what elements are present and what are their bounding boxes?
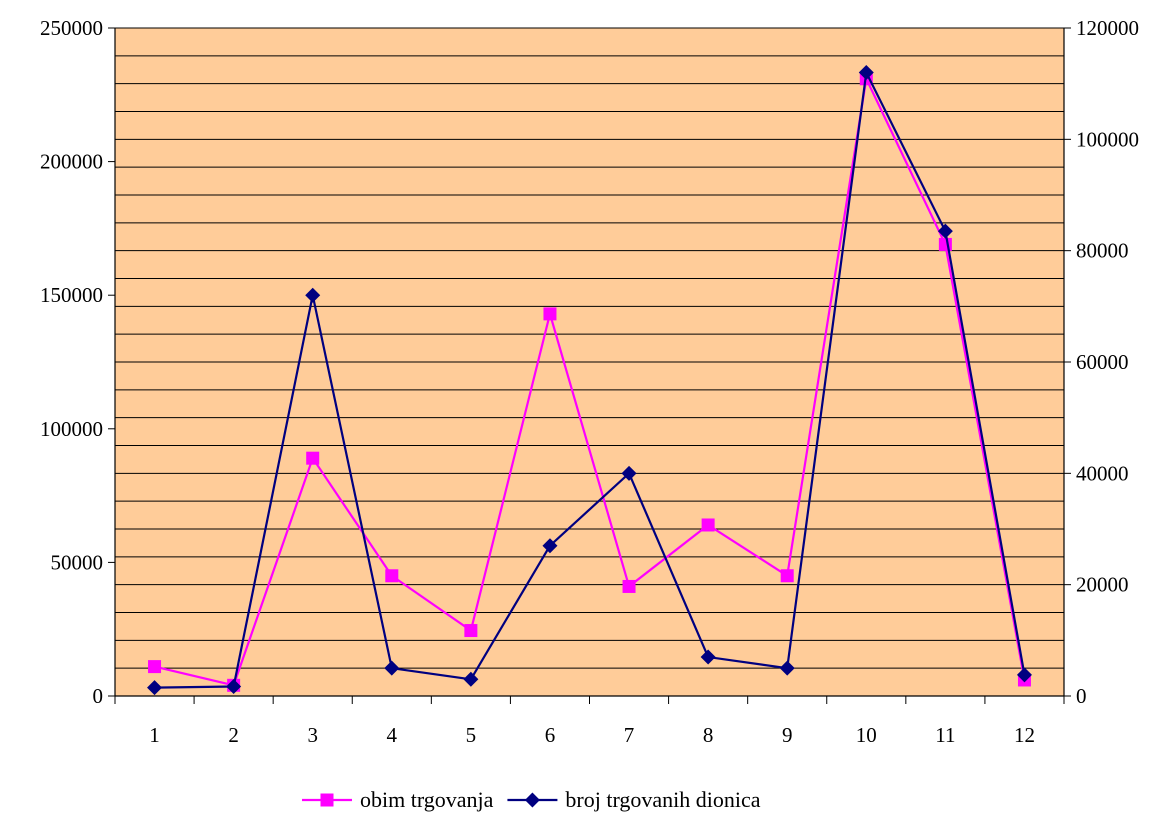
data-point xyxy=(622,579,636,593)
left-tick-label: 150000 xyxy=(40,283,103,307)
x-tick-label: 4 xyxy=(387,723,398,747)
data-point xyxy=(937,223,953,239)
series-line xyxy=(154,75,1026,687)
data-point xyxy=(464,624,478,638)
x-axis-ticks: 1 2 3 4 5 6 7 8 9 10 11 12 xyxy=(114,696,1065,747)
data-point xyxy=(779,660,795,676)
x-tick-label: 6 xyxy=(545,723,556,747)
series-2 xyxy=(147,65,1032,696)
legend-item-2: broj trgovanih dionica xyxy=(507,787,761,812)
data-point xyxy=(463,671,479,687)
data-point xyxy=(858,65,874,81)
right-tick-label: 40000 xyxy=(1076,461,1129,485)
x-tick-label: 5 xyxy=(466,723,477,747)
legend: obim trgovanja broj trgovanih dionica xyxy=(302,787,761,812)
right-tick-label: 100000 xyxy=(1076,127,1139,151)
x-tick-label: 1 xyxy=(149,723,160,747)
right-tick-label: 120000 xyxy=(1076,16,1139,40)
x-tick-label: 2 xyxy=(228,723,239,747)
legend-marker xyxy=(524,792,540,808)
x-tick-label: 10 xyxy=(856,723,877,747)
right-tick-label: 80000 xyxy=(1076,239,1129,263)
series-layer xyxy=(147,65,1032,696)
data-point xyxy=(542,538,558,554)
data-point xyxy=(543,307,557,321)
x-tick-label: 3 xyxy=(307,723,318,747)
left-axis-ticks: 0 50000 100000 150000 200000 250000 xyxy=(40,16,115,708)
left-tick-label: 100000 xyxy=(40,417,103,441)
left-tick-label: 200000 xyxy=(40,150,103,174)
left-tick-label: 0 xyxy=(93,684,104,708)
x-tick-label: 9 xyxy=(782,723,793,747)
right-axis-ticks: 0 20000 40000 60000 80000 100000 120000 xyxy=(1064,16,1139,708)
left-tick-label: 250000 xyxy=(40,16,103,40)
legend-label: broj trgovanih dionica xyxy=(565,787,760,812)
gridlines xyxy=(115,55,1064,669)
x-tick-label: 12 xyxy=(1014,723,1035,747)
data-point xyxy=(305,287,321,303)
data-point xyxy=(1016,667,1032,683)
data-point xyxy=(226,679,242,695)
legend-item-1: obim trgovanja xyxy=(302,787,494,812)
right-tick-label: 60000 xyxy=(1076,350,1129,374)
data-point xyxy=(385,569,399,583)
x-tick-label: 7 xyxy=(624,723,635,747)
data-point xyxy=(621,465,637,481)
series-line xyxy=(154,68,1026,689)
x-tick-label: 11 xyxy=(935,723,955,747)
data-point xyxy=(938,237,952,251)
right-tick-label: 20000 xyxy=(1076,573,1129,597)
data-point xyxy=(306,451,320,465)
data-point xyxy=(701,518,715,532)
legend-label: obim trgovanja xyxy=(360,787,494,812)
x-tick-label: 8 xyxy=(703,723,714,747)
data-point xyxy=(148,660,162,674)
legend-marker xyxy=(320,793,334,807)
data-point xyxy=(700,649,716,665)
left-tick-label: 50000 xyxy=(51,550,104,574)
data-point xyxy=(147,680,163,696)
data-point xyxy=(780,569,794,583)
right-tick-label: 0 xyxy=(1076,684,1087,708)
data-point xyxy=(384,660,400,676)
